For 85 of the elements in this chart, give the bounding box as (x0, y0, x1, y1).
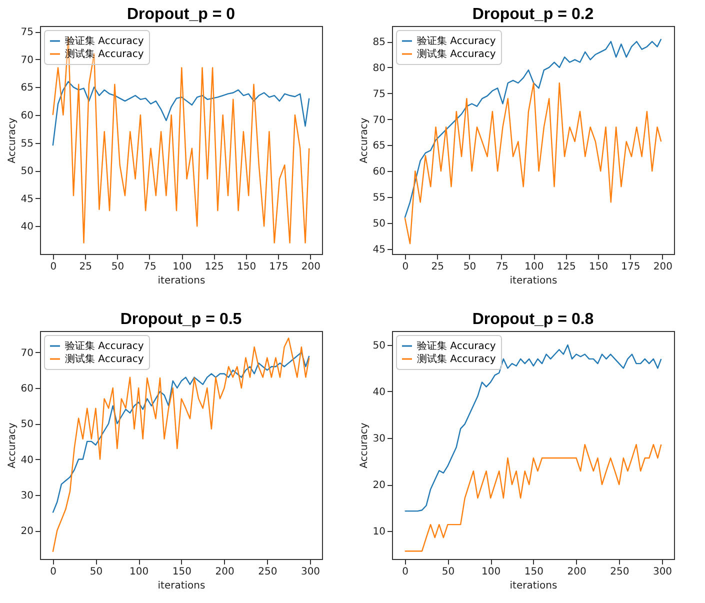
line-series (52, 352, 310, 514)
y-tick-label: 50 (20, 419, 34, 430)
line-series (404, 82, 662, 244)
y-tick-label: 55 (372, 192, 386, 204)
y-axis-title: Accuracy (6, 118, 18, 164)
x-tick-label: 200 (301, 262, 320, 272)
legend-label: 验证集 Accuracy (65, 340, 144, 352)
y-tick-label: 70 (20, 54, 34, 66)
y-tick-label: 55 (20, 138, 34, 150)
y-tick-label: 45 (372, 244, 386, 256)
chart-title: Dropout_p = 0 (126, 6, 236, 23)
x-tick-label: 150 (524, 566, 544, 578)
x-tick-label: 0 (50, 566, 57, 578)
x-tick-label: 200 (653, 262, 672, 272)
x-tick-label: 100 (482, 566, 501, 578)
y-tick-label: 30 (372, 434, 386, 445)
x-tick-label: 300 (652, 566, 672, 578)
x-tick-label: 50 (90, 566, 103, 578)
y-tick-label: 20 (372, 480, 386, 492)
y-axis-title: Accuracy (358, 118, 370, 164)
x-axis-title: iterations (158, 276, 206, 286)
x-tick-label: 25 (431, 262, 444, 272)
y-tick-label: 60 (20, 384, 34, 394)
line-series (404, 444, 662, 552)
chart-title: Dropout_p = 0.2 (472, 6, 594, 23)
x-tick-label: 100 (524, 262, 544, 272)
y-tick-label: 50 (20, 166, 34, 178)
x-axis-title: iterations (510, 276, 558, 286)
x-tick-label: 175 (269, 262, 288, 272)
y-tick-label: 40 (20, 454, 34, 466)
x-tick-label: 50 (111, 262, 124, 272)
x-tick-label: 150 (236, 262, 256, 272)
x-tick-label: 75 (496, 262, 508, 272)
x-tick-label: 100 (172, 262, 192, 272)
y-tick-label: 50 (372, 340, 386, 352)
x-tick-label: 125 (204, 262, 224, 272)
y-tick-label: 75 (372, 88, 386, 100)
x-tick-label: 150 (172, 566, 192, 578)
y-tick-label: 60 (20, 110, 34, 122)
y-tick-label: 70 (372, 114, 386, 126)
y-axis-title: Accuracy (358, 422, 370, 468)
x-tick-label: 50 (463, 262, 476, 272)
chart-title: Dropout_p = 0.5 (120, 311, 242, 328)
y-tick-label: 45 (20, 194, 34, 205)
legend-label: 验证集 Accuracy (417, 340, 496, 352)
line-series (52, 338, 310, 552)
x-tick-label: 50 (442, 566, 455, 578)
x-tick-label: 125 (556, 262, 576, 272)
legend-label: 测试集 Accuracy (417, 48, 496, 60)
x-axis-title: iterations (510, 580, 558, 592)
y-tick-label: 80 (372, 62, 386, 74)
x-tick-label: 150 (588, 262, 608, 272)
y-tick-label: 65 (20, 82, 34, 94)
x-axis-title: iterations (158, 580, 206, 592)
y-tick-label: 40 (20, 222, 34, 233)
line-series (52, 36, 310, 244)
x-tick-label: 25 (79, 262, 92, 272)
y-tick-label: 20 (20, 526, 34, 537)
chart-title: Dropout_p = 0.8 (472, 311, 594, 328)
y-tick-label: 75 (20, 27, 34, 38)
legend-label: 测试集 Accuracy (65, 353, 144, 365)
x-tick-label: 300 (300, 566, 320, 578)
x-tick-label: 175 (621, 262, 640, 272)
x-tick-label: 100 (130, 566, 149, 578)
legend-label: 验证集 Accuracy (417, 35, 496, 47)
x-tick-label: 0 (50, 262, 57, 272)
x-tick-label: 75 (144, 262, 156, 272)
x-tick-label: 0 (402, 566, 409, 578)
y-tick-label: 60 (372, 166, 386, 178)
y-axis-title: Accuracy (6, 422, 18, 468)
x-tick-label: 200 (567, 566, 586, 578)
x-tick-label: 250 (258, 566, 278, 578)
line-series (404, 38, 662, 218)
x-tick-label: 250 (610, 566, 630, 578)
x-tick-label: 200 (215, 566, 234, 578)
line-series (52, 81, 310, 146)
legend-label: 测试集 Accuracy (417, 353, 496, 365)
y-tick-label: 50 (372, 218, 386, 230)
y-tick-label: 70 (20, 348, 34, 359)
y-tick-label: 40 (372, 386, 386, 398)
y-tick-label: 85 (372, 37, 386, 48)
y-tick-label: 65 (372, 140, 386, 152)
x-tick-label: 0 (402, 262, 409, 272)
y-tick-label: 10 (372, 526, 386, 538)
y-tick-label: 30 (20, 490, 34, 502)
